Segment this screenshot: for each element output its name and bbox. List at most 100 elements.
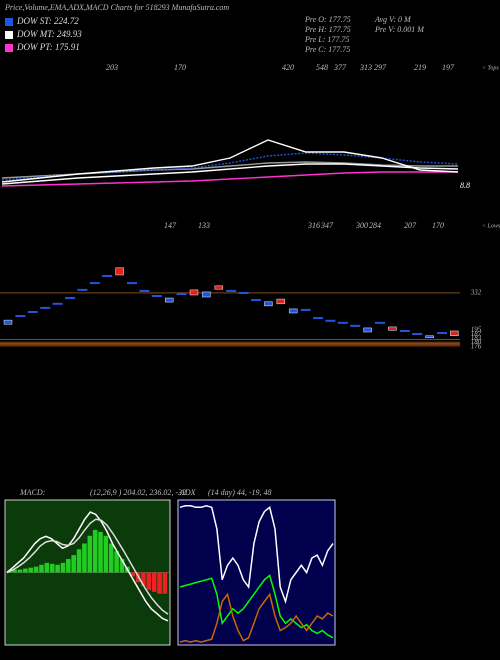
candle bbox=[276, 298, 286, 305]
tops-label: < Tops bbox=[482, 65, 499, 71]
candle bbox=[350, 324, 361, 327]
y-tick-label: 180 bbox=[471, 338, 482, 346]
series-line bbox=[1, 139, 459, 183]
candle bbox=[226, 289, 237, 292]
low-label: 316 bbox=[307, 221, 320, 230]
candle bbox=[89, 282, 100, 285]
histogram-bar bbox=[33, 566, 39, 573]
candle bbox=[176, 292, 187, 295]
y-tick-label: 176 bbox=[471, 342, 482, 350]
candle bbox=[27, 310, 38, 313]
panel-background bbox=[177, 499, 336, 646]
histogram-bar bbox=[49, 563, 55, 573]
candle bbox=[214, 285, 224, 290]
info-text: Avg V: 0 M bbox=[374, 15, 412, 24]
histogram-bar bbox=[98, 531, 103, 573]
candle bbox=[375, 321, 385, 324]
end-label: 8.8 bbox=[460, 181, 470, 190]
candle bbox=[399, 329, 410, 332]
histogram-bar bbox=[76, 549, 82, 573]
top-label: 219 bbox=[414, 63, 426, 72]
candle bbox=[425, 335, 434, 339]
candle bbox=[300, 308, 311, 311]
top-label: 420 bbox=[282, 63, 294, 72]
histogram-bar bbox=[130, 572, 135, 577]
histogram-bar bbox=[114, 551, 119, 573]
y-tick-label: 183 bbox=[471, 334, 482, 342]
candle bbox=[102, 274, 113, 277]
top-label: 377 bbox=[333, 63, 347, 72]
series-line bbox=[179, 574, 334, 639]
y-tick-label: 195 bbox=[471, 326, 482, 334]
candle bbox=[325, 319, 336, 322]
histogram-bar bbox=[39, 564, 44, 573]
candle bbox=[313, 317, 323, 320]
candle bbox=[412, 333, 423, 336]
candle bbox=[388, 326, 397, 331]
panel-subtitle: (12,26,9 ) 204.02, 236.02, -32 bbox=[90, 488, 186, 497]
candle bbox=[139, 289, 150, 292]
panel-subtitle: (14 day) 44, -19, 48 bbox=[208, 488, 272, 497]
candle bbox=[15, 315, 26, 318]
series-line bbox=[1, 171, 458, 187]
info-text: Pre H: 177.75 bbox=[304, 25, 351, 34]
histogram-bar bbox=[12, 569, 17, 573]
candle bbox=[202, 291, 211, 298]
histogram-bar bbox=[108, 543, 114, 573]
histogram-bar bbox=[87, 535, 93, 573]
candle bbox=[450, 330, 459, 336]
legend-swatch bbox=[5, 31, 13, 39]
info-text: Pre O: 177.75 bbox=[304, 15, 351, 24]
candle bbox=[238, 291, 249, 294]
top-label: 203 bbox=[106, 63, 118, 72]
info-text: Pre L: 177.75 bbox=[304, 35, 349, 44]
histogram-bar bbox=[92, 529, 98, 573]
histogram-bar bbox=[157, 572, 162, 594]
candle bbox=[65, 297, 75, 300]
lows-label: < Lows bbox=[482, 223, 500, 229]
histogram-bar bbox=[44, 562, 50, 573]
histogram-bar bbox=[141, 572, 146, 587]
candle bbox=[52, 302, 63, 305]
top-label: 170 bbox=[174, 63, 186, 72]
candle bbox=[437, 332, 447, 335]
page-title: Price,Volume,EMA,ADX,MACD Charts for 518… bbox=[4, 3, 229, 12]
series-line bbox=[179, 505, 334, 605]
series-line bbox=[6, 511, 169, 622]
histogram-bar bbox=[82, 543, 87, 573]
legend-swatch bbox=[5, 44, 13, 52]
candle bbox=[288, 308, 298, 314]
top-label: 313 bbox=[359, 63, 372, 72]
legend-label: DOW MT: 249.93 bbox=[16, 29, 82, 39]
histogram-bar bbox=[162, 572, 168, 594]
legend-label: DOW PT: 175.91 bbox=[16, 42, 80, 52]
low-label: 284 bbox=[369, 221, 381, 230]
legend-swatch bbox=[5, 18, 13, 26]
candle bbox=[264, 301, 273, 307]
info-text: Pre V: 0.001 M bbox=[374, 25, 425, 34]
y-tick-label: 332 bbox=[470, 289, 482, 297]
legend-label: DOW ST: 224.72 bbox=[16, 16, 79, 26]
low-label: 207 bbox=[404, 221, 417, 230]
candle bbox=[115, 267, 124, 276]
candle bbox=[127, 282, 137, 285]
histogram-bar bbox=[55, 564, 60, 573]
info-text: Pre C: 177.75 bbox=[304, 45, 350, 54]
top-label: 297 bbox=[374, 63, 387, 72]
series-line bbox=[179, 592, 334, 643]
histogram-bar bbox=[151, 572, 157, 592]
low-label: 170 bbox=[432, 221, 444, 230]
series-line bbox=[1, 163, 459, 185]
candle bbox=[77, 288, 88, 291]
candle bbox=[189, 289, 199, 296]
low-label: 300 bbox=[355, 221, 368, 230]
histogram-bar bbox=[60, 562, 66, 573]
histogram-bar bbox=[71, 555, 76, 573]
top-label: 197 bbox=[442, 63, 455, 72]
candle bbox=[363, 327, 372, 333]
candle bbox=[251, 299, 261, 302]
histogram-bar bbox=[146, 572, 152, 590]
panel-title: MACD: bbox=[19, 488, 46, 497]
histogram-bar bbox=[103, 535, 109, 573]
